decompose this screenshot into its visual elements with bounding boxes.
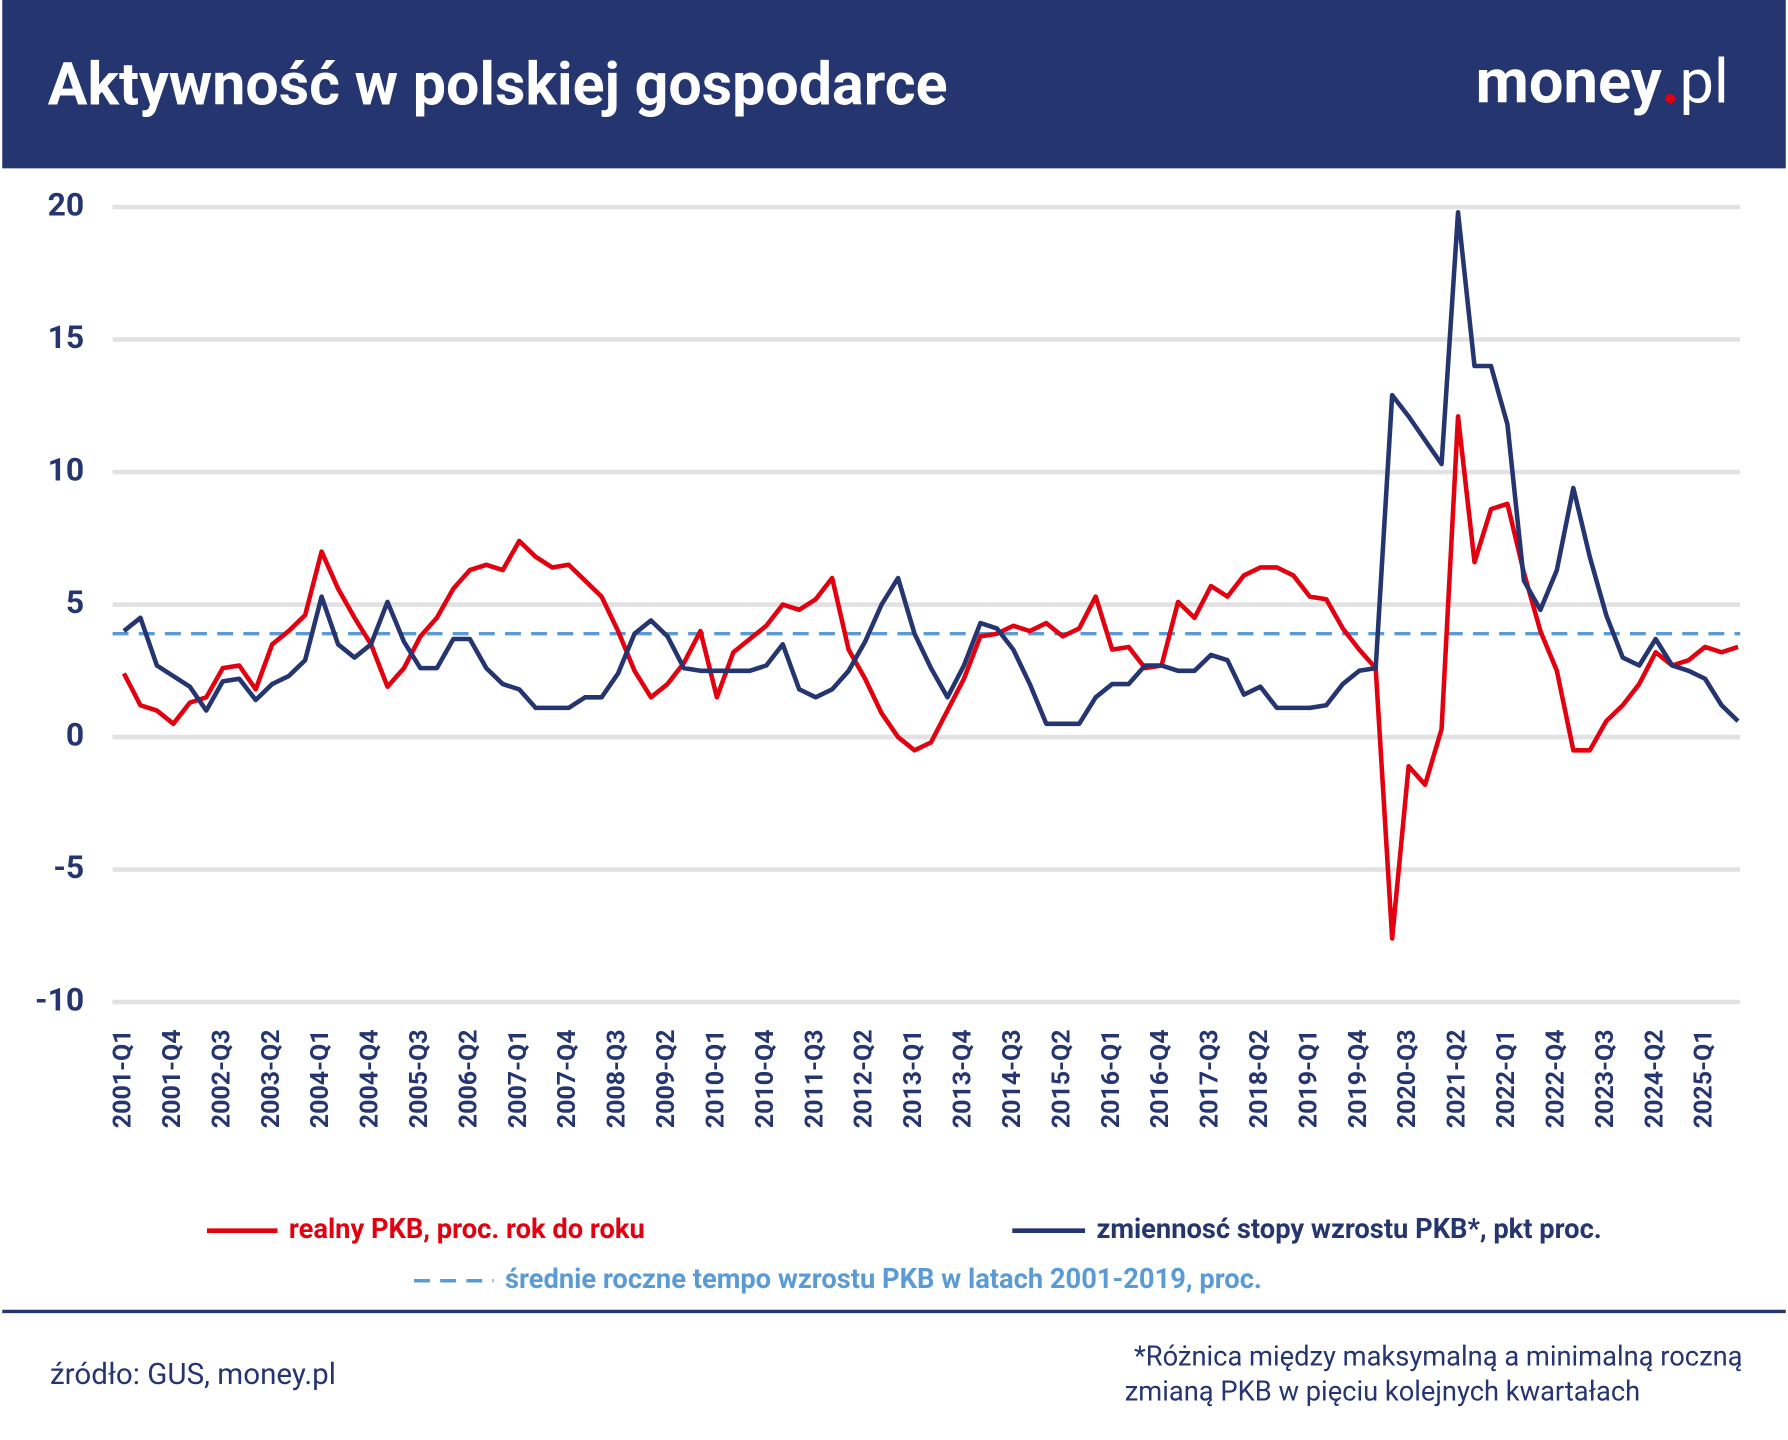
x-tick-label: 2021-Q2 (1443, 1029, 1472, 1128)
y-tick-label: 15 (48, 318, 85, 356)
header-band (2, 0, 1786, 169)
x-tick-label: 2018-Q2 (1245, 1029, 1274, 1128)
x-tick-label: 2016-Q1 (1097, 1029, 1126, 1128)
x-tick-label: 2013-Q4 (949, 1029, 978, 1128)
note-line: zmianą PKB w pięciu kolejnych kwartałach (1125, 1376, 1640, 1408)
plot (112, 210, 1741, 941)
x-tick-label: 2006-Q2 (454, 1029, 483, 1128)
x-tick-label: 2001-Q1 (109, 1029, 138, 1128)
y-tick-label: 5 (66, 583, 84, 621)
x-tick-label: 2003-Q2 (257, 1029, 286, 1128)
x-tick-label: 2022-Q1 (1492, 1029, 1521, 1128)
x-tick-label: 2008-Q3 (603, 1029, 632, 1128)
logo: money.pl (1476, 46, 1729, 118)
x-tick-label: 2005-Q3 (405, 1029, 434, 1128)
y-tick-label: 10 (48, 450, 85, 488)
legend-label: średnie roczne tempo wzrostu PKB w latac… (505, 1263, 1262, 1295)
grid: -10 -5 0 5 10 15 20 2001-Q1 2001-Q4 2002-Q3 2003-Q… (35, 185, 1741, 1128)
source: źródło: GUS, money.pl (50, 1358, 336, 1392)
x-tick-label: 2012-Q2 (850, 1029, 879, 1128)
logo-part: pl (1679, 46, 1728, 118)
x-tick-label: 2019-Q1 (1294, 1029, 1323, 1128)
series-line (122, 210, 1740, 727)
legend-label: realny PKB, proc. rok do roku (289, 1213, 645, 1245)
x-tick-label: 2019-Q4 (1344, 1029, 1373, 1128)
x-tick-label: 2020-Q3 (1393, 1029, 1422, 1128)
y-tick-label: -10 (35, 980, 84, 1018)
x-tick-label: 2024-Q2 (1640, 1029, 1669, 1128)
x-tick-label: 2015-Q2 (1047, 1029, 1076, 1128)
x-tick-label: 2010-Q4 (751, 1029, 780, 1128)
note-line: *Różnica między maksymalną a minimalną r… (1134, 1340, 1742, 1372)
legend: realny PKB, proc. rok do roku zmiennosć s… (206, 1213, 1602, 1295)
x-tick-label: 2016-Q4 (1146, 1029, 1175, 1128)
chart-title: Aktywność w polskiej gospodarce (48, 50, 948, 119)
x-tick-label: 2007-Q4 (553, 1029, 582, 1128)
x-tick-label: 2022-Q4 (1541, 1029, 1570, 1128)
x-tick-label: 2017-Q3 (1196, 1029, 1225, 1128)
series-line (121, 414, 1739, 941)
logo-part: money (1476, 46, 1662, 118)
x-tick-label: 2002-Q3 (207, 1029, 236, 1128)
x-tick-label: 2004-Q4 (356, 1029, 385, 1128)
x-tick-label: 2011-Q3 (800, 1029, 829, 1128)
y-tick-label: 20 (48, 185, 85, 223)
x-tick-label: 2014-Q3 (998, 1029, 1027, 1128)
y-tick-label: 0 (66, 715, 84, 753)
y-tick-label: -5 (53, 848, 84, 886)
x-tick-label: 2025-Q1 (1690, 1029, 1719, 1128)
x-tick-label: 2001-Q4 (158, 1029, 187, 1128)
x-tick-label: 2009-Q2 (652, 1029, 681, 1128)
x-tick-label: 2007-Q1 (504, 1029, 533, 1128)
logo-dot: . (1662, 46, 1680, 118)
x-tick-label: 2023-Q3 (1591, 1029, 1620, 1128)
legend-label: zmiennosć stopy wzrostu PKB*, pkt proc. (1096, 1213, 1601, 1245)
x-tick-label: 2004-Q1 (306, 1029, 335, 1128)
x-tick-label: 2013-Q1 (899, 1029, 928, 1128)
x-tick-label: 2010-Q1 (701, 1029, 730, 1128)
